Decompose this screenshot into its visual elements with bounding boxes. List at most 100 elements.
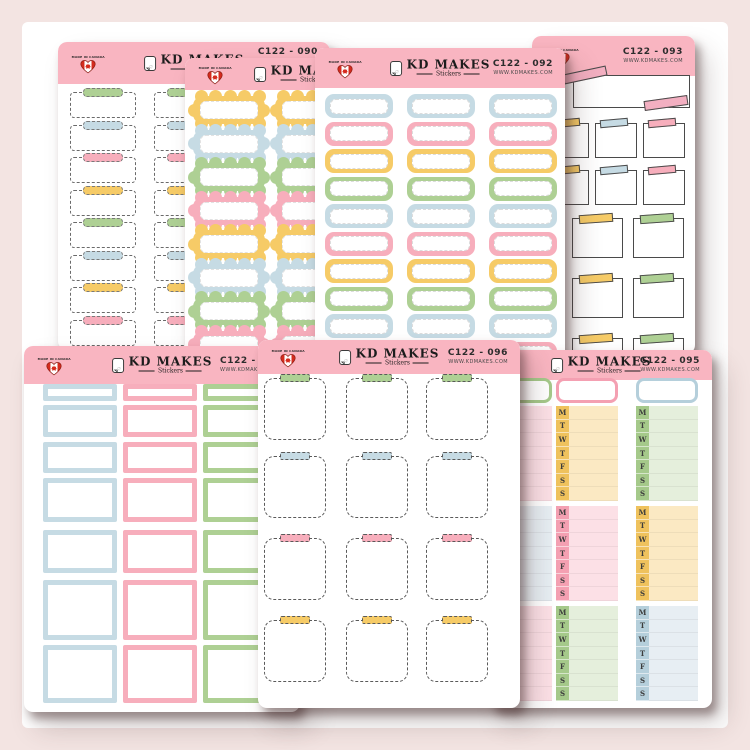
pill-box-window — [412, 318, 470, 334]
square-box — [572, 278, 623, 318]
tracker-row — [503, 487, 552, 502]
tracker-row — [569, 620, 618, 634]
outline-box — [43, 530, 117, 573]
tracker-row — [649, 647, 698, 661]
sheet-website: WWW.KDMAKES.COM — [623, 58, 683, 64]
weekday-cell: F — [636, 560, 649, 574]
tracker-row — [569, 533, 618, 547]
made-in-label: MADE IN CANADA — [198, 66, 232, 71]
sheet-code: C122 - 092 — [492, 59, 553, 69]
brand-logo: KD MAKES Stickers — [112, 356, 213, 375]
tracker-row — [503, 460, 552, 474]
weekday-cell: M — [556, 606, 569, 620]
sticker-tab — [83, 250, 123, 260]
pill-box-window — [330, 153, 388, 169]
tracker-row — [569, 433, 618, 447]
outline-box — [43, 405, 117, 437]
weekday-cell: S — [636, 487, 649, 502]
sticker-tab — [280, 534, 310, 542]
pill-box-window — [412, 126, 470, 141]
pill-box-window — [330, 263, 388, 279]
weekday-cell: S — [636, 674, 649, 688]
dashed-square — [426, 620, 488, 682]
made-in-label: MADE IN CANADA — [37, 357, 71, 362]
weekday-cell: S — [636, 474, 649, 488]
sticker-tab — [362, 616, 392, 624]
scallop-box-window — [200, 235, 258, 253]
tracker-row — [649, 660, 698, 674]
tracker-row — [569, 574, 618, 588]
code-block: C122 - 095 WWW.KDMAKES.COM — [640, 356, 700, 374]
scallop-box-window — [200, 101, 258, 119]
weekday-cell: S — [636, 574, 649, 588]
pill-box-window — [494, 153, 552, 169]
pill-box-window — [494, 208, 552, 224]
pill-box-window — [412, 208, 470, 224]
brand-name: KD MAKES — [128, 354, 213, 369]
made-in-canada-block: MADE IN CANADA — [268, 346, 308, 368]
tracker-row — [569, 474, 618, 488]
sheet-code: C122 - 095 — [639, 356, 700, 366]
sheet-website: WWW.KDMAKES.COM — [448, 359, 508, 365]
made-in-canada-block: MADE IN CANADA — [68, 52, 108, 74]
weekday-cell: T — [636, 547, 649, 561]
pill-box-window — [330, 208, 388, 224]
square-box — [595, 123, 637, 158]
sheet-content — [315, 48, 565, 366]
sheet-website: WWW.KDMAKES.COM — [640, 367, 700, 373]
sticker-tab — [442, 452, 472, 460]
weekday-cell: S — [556, 487, 569, 502]
weekday-cell: T — [556, 547, 569, 561]
weekday-cell: W — [636, 533, 649, 547]
weekday-cell: F — [556, 460, 569, 474]
tracker-header-box — [556, 378, 618, 403]
sticker-tab — [280, 616, 310, 624]
dashed-square — [426, 378, 488, 440]
sticker-tab — [83, 153, 123, 162]
tracker-row — [503, 474, 552, 488]
weekday-cell: T — [636, 620, 649, 634]
dashed-square — [264, 620, 326, 682]
weekday-cell: T — [556, 420, 569, 434]
made-in-label: MADE IN CANADA — [271, 349, 305, 354]
square-box — [643, 123, 685, 158]
brand-name: KD MAKES — [406, 57, 491, 72]
brand-sub: Stickers — [300, 76, 325, 84]
sticker-tab — [83, 120, 123, 130]
tracker-body — [649, 506, 698, 602]
sticker-tab — [442, 616, 472, 624]
sheet-content — [185, 58, 423, 358]
pill-box-window — [330, 181, 388, 196]
weekday-cell: T — [556, 647, 569, 661]
weekday-cell: T — [556, 447, 569, 461]
tracker-row — [503, 447, 552, 461]
tracker-body — [649, 406, 698, 502]
scallop-box-window — [200, 201, 258, 220]
pill-box-window — [412, 236, 470, 251]
outline-box — [123, 645, 197, 703]
pill-box-window — [494, 126, 552, 141]
dashed-square — [264, 378, 326, 440]
made-in-label: MADE IN CANADA — [71, 55, 105, 60]
code-block: C122 - 093 WWW.KDMAKES.COM — [623, 47, 683, 65]
outline-box — [123, 442, 197, 473]
tracker-row — [649, 620, 698, 634]
outline-box — [123, 580, 197, 640]
pill-box-window — [494, 181, 552, 196]
tracker-row — [649, 506, 698, 520]
sheet-header: MADE IN CANADA KD MAKES Stickers C122 - … — [258, 340, 520, 374]
tracker-row — [649, 460, 698, 474]
weekday-cell: F — [556, 560, 569, 574]
weekday-cell: F — [636, 660, 649, 674]
weekday-cell: T — [636, 447, 649, 461]
tracker-row — [503, 533, 552, 547]
brand-sub: Stickers — [385, 359, 410, 367]
sheet-code: C122 - 096 — [447, 348, 508, 358]
sticker-tab — [83, 88, 123, 97]
tracker-row — [569, 587, 618, 602]
weekday-cell: W — [636, 433, 649, 447]
pill-box-window — [494, 98, 552, 114]
pill-box-window — [412, 153, 470, 169]
